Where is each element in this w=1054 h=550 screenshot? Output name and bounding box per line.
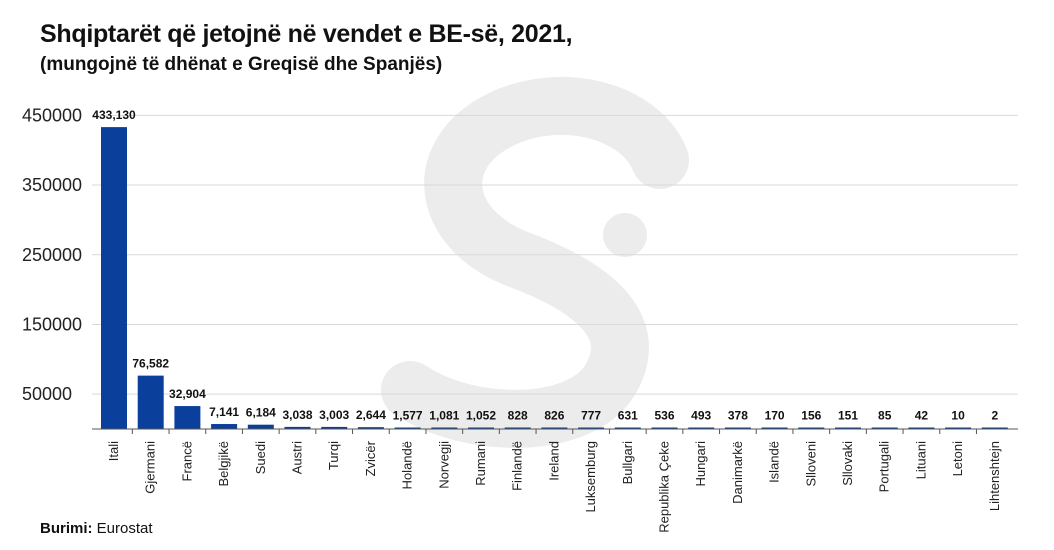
watermark-s-shape xyxy=(381,76,689,448)
y-gridlines xyxy=(92,114,1018,395)
category-label: Lituani xyxy=(913,441,928,479)
watermark-dot xyxy=(603,213,647,257)
bar xyxy=(137,375,164,429)
category-label: Letoni xyxy=(950,441,965,477)
bar xyxy=(431,427,458,429)
category-label: Ireland xyxy=(546,441,561,481)
bar xyxy=(468,427,494,429)
data-label: 76,582 xyxy=(132,357,169,371)
source-label: Burimi: xyxy=(40,520,93,537)
bar xyxy=(908,427,935,429)
data-label: 378 xyxy=(728,409,748,423)
bar xyxy=(688,427,715,429)
bars xyxy=(101,127,1008,429)
data-label: 433,130 xyxy=(92,108,136,122)
source-value: Eurostat xyxy=(96,520,153,537)
category-label: Portugali xyxy=(877,441,892,492)
bar xyxy=(101,127,127,429)
category-label: Luksemburg xyxy=(583,441,598,513)
bar xyxy=(871,427,898,429)
y-tick-label: 350000 xyxy=(22,175,82,195)
bar xyxy=(211,424,238,429)
bar xyxy=(394,427,421,429)
category-label: Hungari xyxy=(693,441,708,487)
category-label: Bullgari xyxy=(620,441,635,484)
data-label: 536 xyxy=(654,409,674,423)
category-label: Austri xyxy=(290,441,305,474)
y-tick-label: 150000 xyxy=(22,314,82,334)
category-label: Holandë xyxy=(400,441,415,489)
bar xyxy=(578,427,605,429)
bar xyxy=(835,427,861,429)
category-label: Itali xyxy=(106,441,121,461)
watermark-logo xyxy=(381,76,689,448)
data-label: 10 xyxy=(951,409,965,423)
source-note: Burimi: Eurostat xyxy=(40,520,153,537)
category-label: Norvegji xyxy=(436,441,451,489)
data-label: 1,052 xyxy=(466,409,496,423)
data-label: 3,038 xyxy=(282,408,312,422)
bar xyxy=(798,427,825,429)
data-label: 3,003 xyxy=(319,408,349,422)
category-label: Turqi xyxy=(326,441,341,470)
chart-subtitle: (mungojnë të dhënat e Greqisë dhe Spanjë… xyxy=(40,54,443,75)
category-label: Republika Çeke xyxy=(657,441,672,533)
bar xyxy=(651,427,678,429)
data-label: 32,904 xyxy=(169,387,206,401)
bar xyxy=(321,426,348,429)
data-label: 151 xyxy=(838,409,858,423)
category-label: Francë xyxy=(179,441,194,481)
chart-title: Shqiptarët që jetojnë në vendet e BE-së,… xyxy=(40,20,573,48)
bar xyxy=(945,427,972,429)
bar xyxy=(174,406,201,429)
category-label: Sllovaki xyxy=(840,441,855,486)
data-label: 1,577 xyxy=(393,409,423,423)
data-label: 85 xyxy=(878,409,892,423)
bar xyxy=(724,427,751,429)
data-label: 2,644 xyxy=(356,408,386,422)
x-axis-ticks xyxy=(131,429,977,434)
bar xyxy=(541,427,568,429)
category-label: Danimarkë xyxy=(730,441,745,504)
data-label: 493 xyxy=(691,409,711,423)
category-label: Zvicër xyxy=(363,440,378,476)
data-label: 156 xyxy=(801,409,821,423)
bar xyxy=(357,427,384,429)
bar xyxy=(981,427,1008,429)
y-tick-label: 250000 xyxy=(22,245,82,265)
bar xyxy=(247,424,274,429)
category-label: Rumani xyxy=(473,441,488,486)
data-label: 828 xyxy=(508,409,528,423)
data-label: 2 xyxy=(991,409,998,423)
data-label: 1,081 xyxy=(429,409,459,423)
category-label: Belgjikë xyxy=(216,441,231,487)
category-label: Finlandë xyxy=(510,441,525,491)
y-axis-ticks: 50000 150000 250000 350000 450000 xyxy=(22,105,82,404)
bar xyxy=(284,426,311,429)
bar xyxy=(504,427,531,429)
data-label: 826 xyxy=(544,409,564,423)
y-tick-label: 450000 xyxy=(22,105,82,125)
data-label: 631 xyxy=(618,409,638,423)
category-label: Lihtenshtejn xyxy=(987,441,1002,511)
bar xyxy=(614,427,641,429)
data-label: 777 xyxy=(581,409,601,423)
data-label: 6,184 xyxy=(246,406,276,420)
category-label: Slloveni xyxy=(803,441,818,487)
x-axis-labels: Itali Gjermani Francë Belgjikë Suedi Austri Tu… xyxy=(106,440,1002,532)
y-tick-label: 50000 xyxy=(22,384,72,404)
category-label: Suedi xyxy=(253,441,268,474)
data-label: 170 xyxy=(765,409,785,423)
category-label: Islandë xyxy=(767,441,782,483)
data-label: 42 xyxy=(915,409,929,423)
bar xyxy=(761,427,788,429)
data-label: 7,141 xyxy=(209,405,239,419)
category-label: Gjermani xyxy=(143,441,158,494)
